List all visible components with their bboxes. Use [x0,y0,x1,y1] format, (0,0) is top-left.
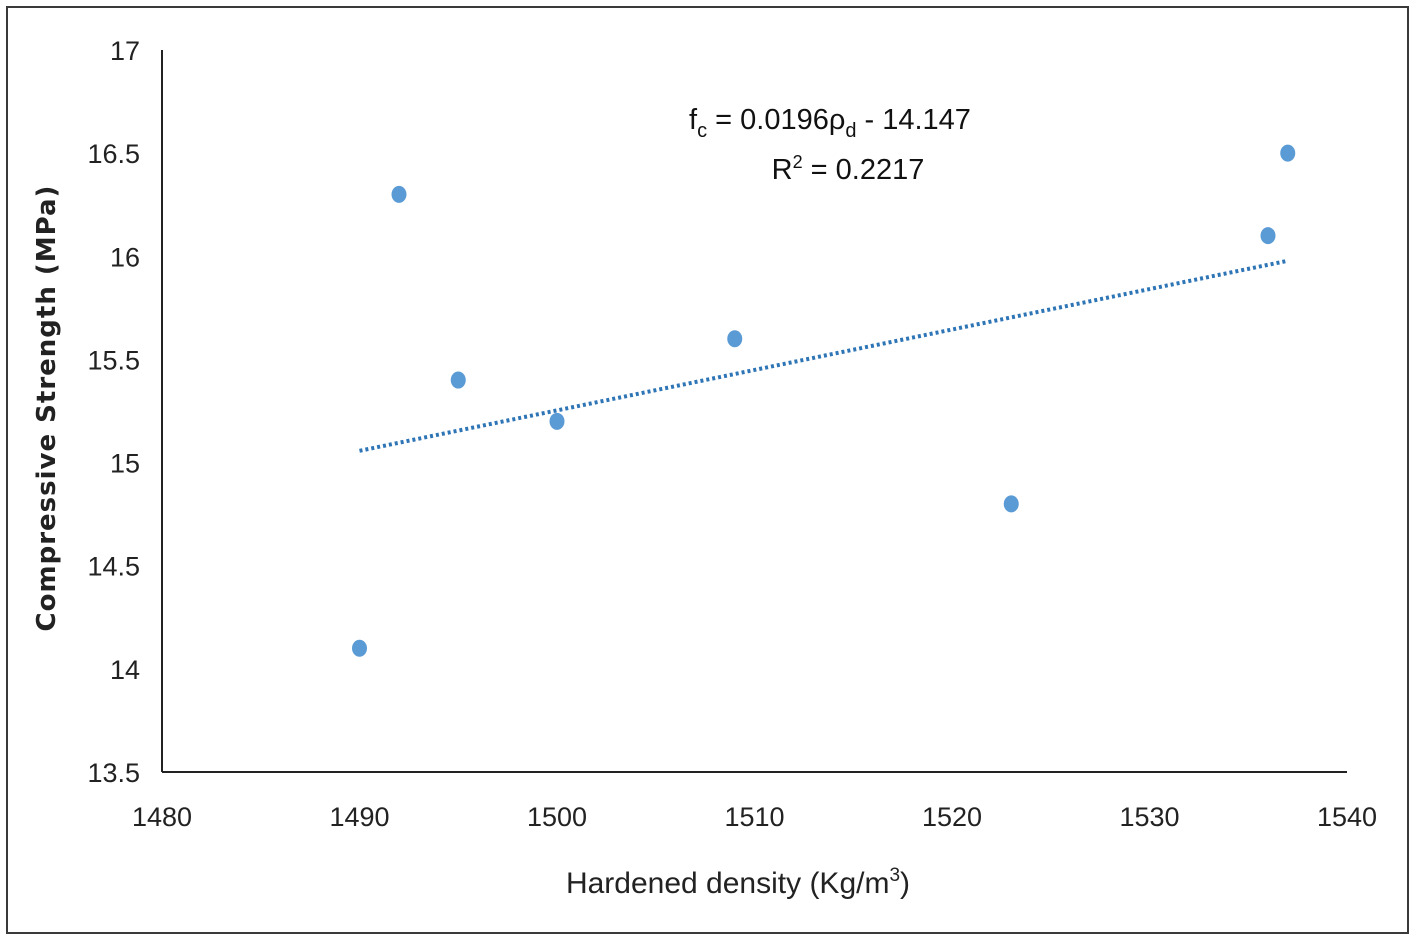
x-tick-label: 1500 [527,802,587,832]
x-tick-labels: 1480 1490 1500 1510 1520 1530 1540 [132,802,1377,832]
data-point [352,639,367,657]
x-tick-label: 1510 [724,802,784,832]
data-point [1003,495,1019,513]
chart-frame [6,6,1409,934]
data-point [450,371,466,389]
y-tick-label: 14 [110,655,140,685]
x-tick-label: 1490 [329,802,389,832]
data-point [391,185,407,203]
data-point [1260,227,1276,245]
y-tick-label: 13.5 [87,758,140,788]
trendline-path [359,258,1289,453]
x-tick-label: 1540 [1317,802,1377,832]
y-tick-label: 16.5 [87,139,140,169]
y-tick-label: 17 [110,36,140,66]
y-tick-label: 16 [110,242,140,272]
trendline [359,258,1289,453]
axes [161,50,1347,773]
x-tick-label: 1530 [1119,802,1179,832]
x-tick-label: 1520 [922,802,982,832]
x-tick-label: 1480 [132,802,192,832]
y-tick-label: 15.5 [87,345,140,375]
data-point [1280,144,1296,162]
y-tick-labels: 13.5 14 14.5 15 15.5 16 16.5 17 [87,36,140,788]
data-point [727,330,743,348]
y-tick-label: 14.5 [87,552,140,582]
y-axis-title: Compressive Strength (MPa) [32,185,62,632]
r-squared-label: R2 = 0.2217 [772,152,925,186]
data-point [549,412,565,430]
x-axis-title: Hardened density (Kg/m3) [566,865,910,900]
trendline-equation: fc = 0.0196ρd - 14.147 [689,104,971,142]
y-tick-label: 15 [110,449,140,479]
data-points [352,144,1296,657]
